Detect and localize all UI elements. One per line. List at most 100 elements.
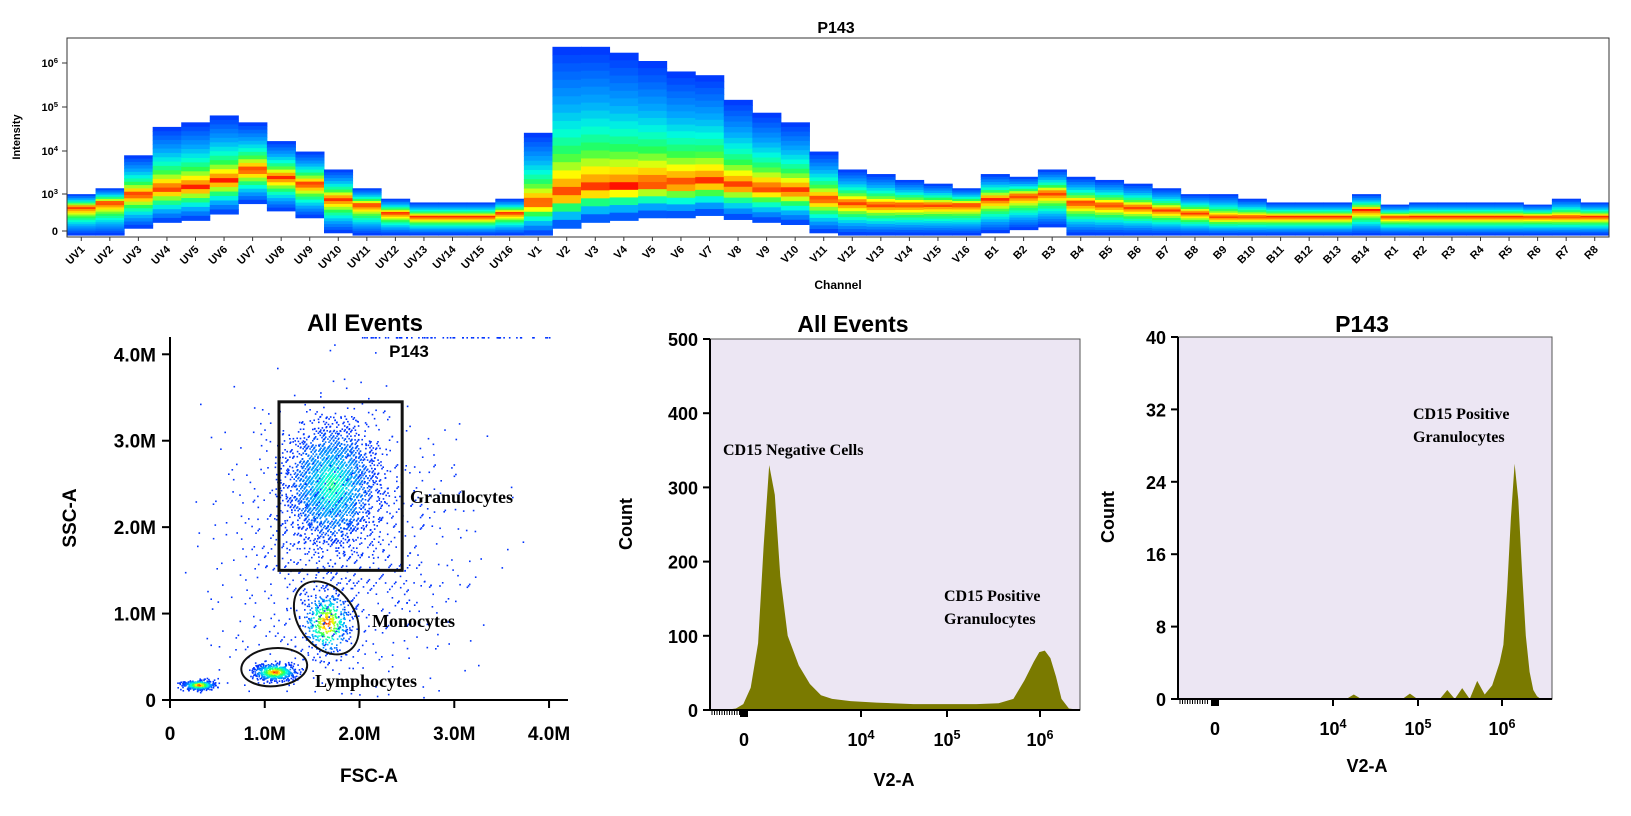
spectral-cell (238, 122, 268, 127)
scatter-point (355, 488, 358, 490)
spectral-cell (1466, 230, 1496, 233)
scatter-point (356, 547, 358, 549)
scatter-point (280, 467, 282, 470)
scatter-point (296, 547, 299, 550)
scatter-point (328, 565, 331, 567)
scatter-point (366, 515, 368, 517)
scatter-point (307, 652, 309, 654)
spectral-cell (1523, 232, 1553, 235)
spectral-cell (1266, 218, 1296, 221)
scatter-point (321, 528, 324, 531)
spectral-cell (1037, 221, 1067, 225)
scatter-point (297, 440, 300, 443)
scatter-point (289, 506, 292, 509)
scatter-point (335, 590, 338, 592)
scatter-point (312, 637, 315, 640)
spectral-cell (523, 197, 553, 204)
scatter-point (328, 510, 330, 513)
scatter-point (268, 671, 270, 673)
scatter-point (336, 463, 338, 465)
scatter-point (330, 503, 332, 506)
spectral-cell (1237, 202, 1267, 205)
scatter-point (328, 641, 331, 644)
spectral-cell (581, 118, 611, 128)
scatter-point (315, 444, 317, 447)
spectral-cell (1494, 206, 1524, 209)
scatter-point (289, 465, 291, 468)
scatter-point (311, 495, 314, 498)
spectral-cell (1266, 233, 1296, 236)
spectral-cell (1466, 205, 1496, 208)
spectral-cell (752, 202, 782, 208)
spectral-cell (666, 98, 696, 106)
scatter-point (351, 448, 353, 450)
scatter-point (338, 441, 341, 444)
spectral-cell (1009, 219, 1039, 223)
spectral-cell (381, 216, 411, 220)
spectral-column (923, 183, 953, 236)
scatter-point (280, 673, 282, 676)
scatter-point (315, 471, 318, 474)
spectral-cell (1095, 212, 1125, 216)
scatter-point (283, 673, 286, 675)
spectral-cell (466, 203, 496, 206)
spectral-cell (1523, 233, 1553, 236)
spectral-cell (495, 218, 525, 221)
scatter-point (298, 541, 300, 543)
spectral-x-tick-label: UV10 (316, 244, 344, 272)
spectral-cell (952, 218, 982, 221)
scatter-point (355, 479, 357, 482)
scatter-point (335, 632, 337, 635)
scatter-point (283, 666, 285, 669)
scatter-point (331, 533, 334, 536)
scatter-point (346, 500, 348, 503)
scatter-point (304, 491, 307, 493)
spectral-cell (695, 208, 725, 216)
scatter-point (321, 459, 324, 461)
scatter-point (377, 473, 379, 476)
spectral-cell (638, 103, 668, 112)
scatter-point (319, 485, 321, 488)
spectral-cell (238, 196, 268, 201)
scatter-point (319, 596, 321, 598)
scatter-point (315, 609, 317, 611)
scatter-point (297, 464, 299, 466)
spectral-cell (552, 203, 582, 213)
spectral-cell (438, 202, 468, 205)
spectral-cell (752, 152, 782, 159)
scatter-point (332, 608, 335, 610)
scatter-point (356, 481, 359, 484)
spectral-cell (638, 89, 668, 98)
spectral-cell (1551, 226, 1581, 229)
scatter-point (364, 499, 367, 501)
scatter-point (288, 675, 290, 677)
scatter-point (304, 444, 307, 447)
spectral-cell (295, 163, 325, 168)
spectral-cell (209, 137, 239, 143)
scatter-point (272, 674, 274, 677)
spectral-cell (1409, 226, 1439, 229)
scatter-point (309, 466, 312, 468)
spectral-cell (466, 223, 496, 226)
spectral-cell (723, 175, 753, 182)
spectral-cell (952, 194, 982, 198)
spectral-cell (438, 214, 468, 217)
scatter-point (301, 471, 304, 474)
scatter-point (311, 500, 314, 502)
scatter-point (327, 538, 330, 541)
spectral-cell (581, 110, 611, 120)
spectral-cell (895, 219, 925, 224)
scatter-point (294, 670, 296, 673)
spectral-cell (1466, 209, 1496, 212)
spectral-cell (1009, 176, 1039, 180)
spectral-cell (1123, 223, 1153, 227)
scatter-point (295, 485, 297, 487)
scatter-point (197, 689, 199, 692)
spectral-cell (381, 223, 411, 226)
scatter-point (283, 680, 286, 683)
spectral-cell (181, 198, 211, 204)
scatter-point (353, 481, 355, 484)
scatter-point (311, 490, 314, 493)
scatter-point (271, 679, 274, 681)
